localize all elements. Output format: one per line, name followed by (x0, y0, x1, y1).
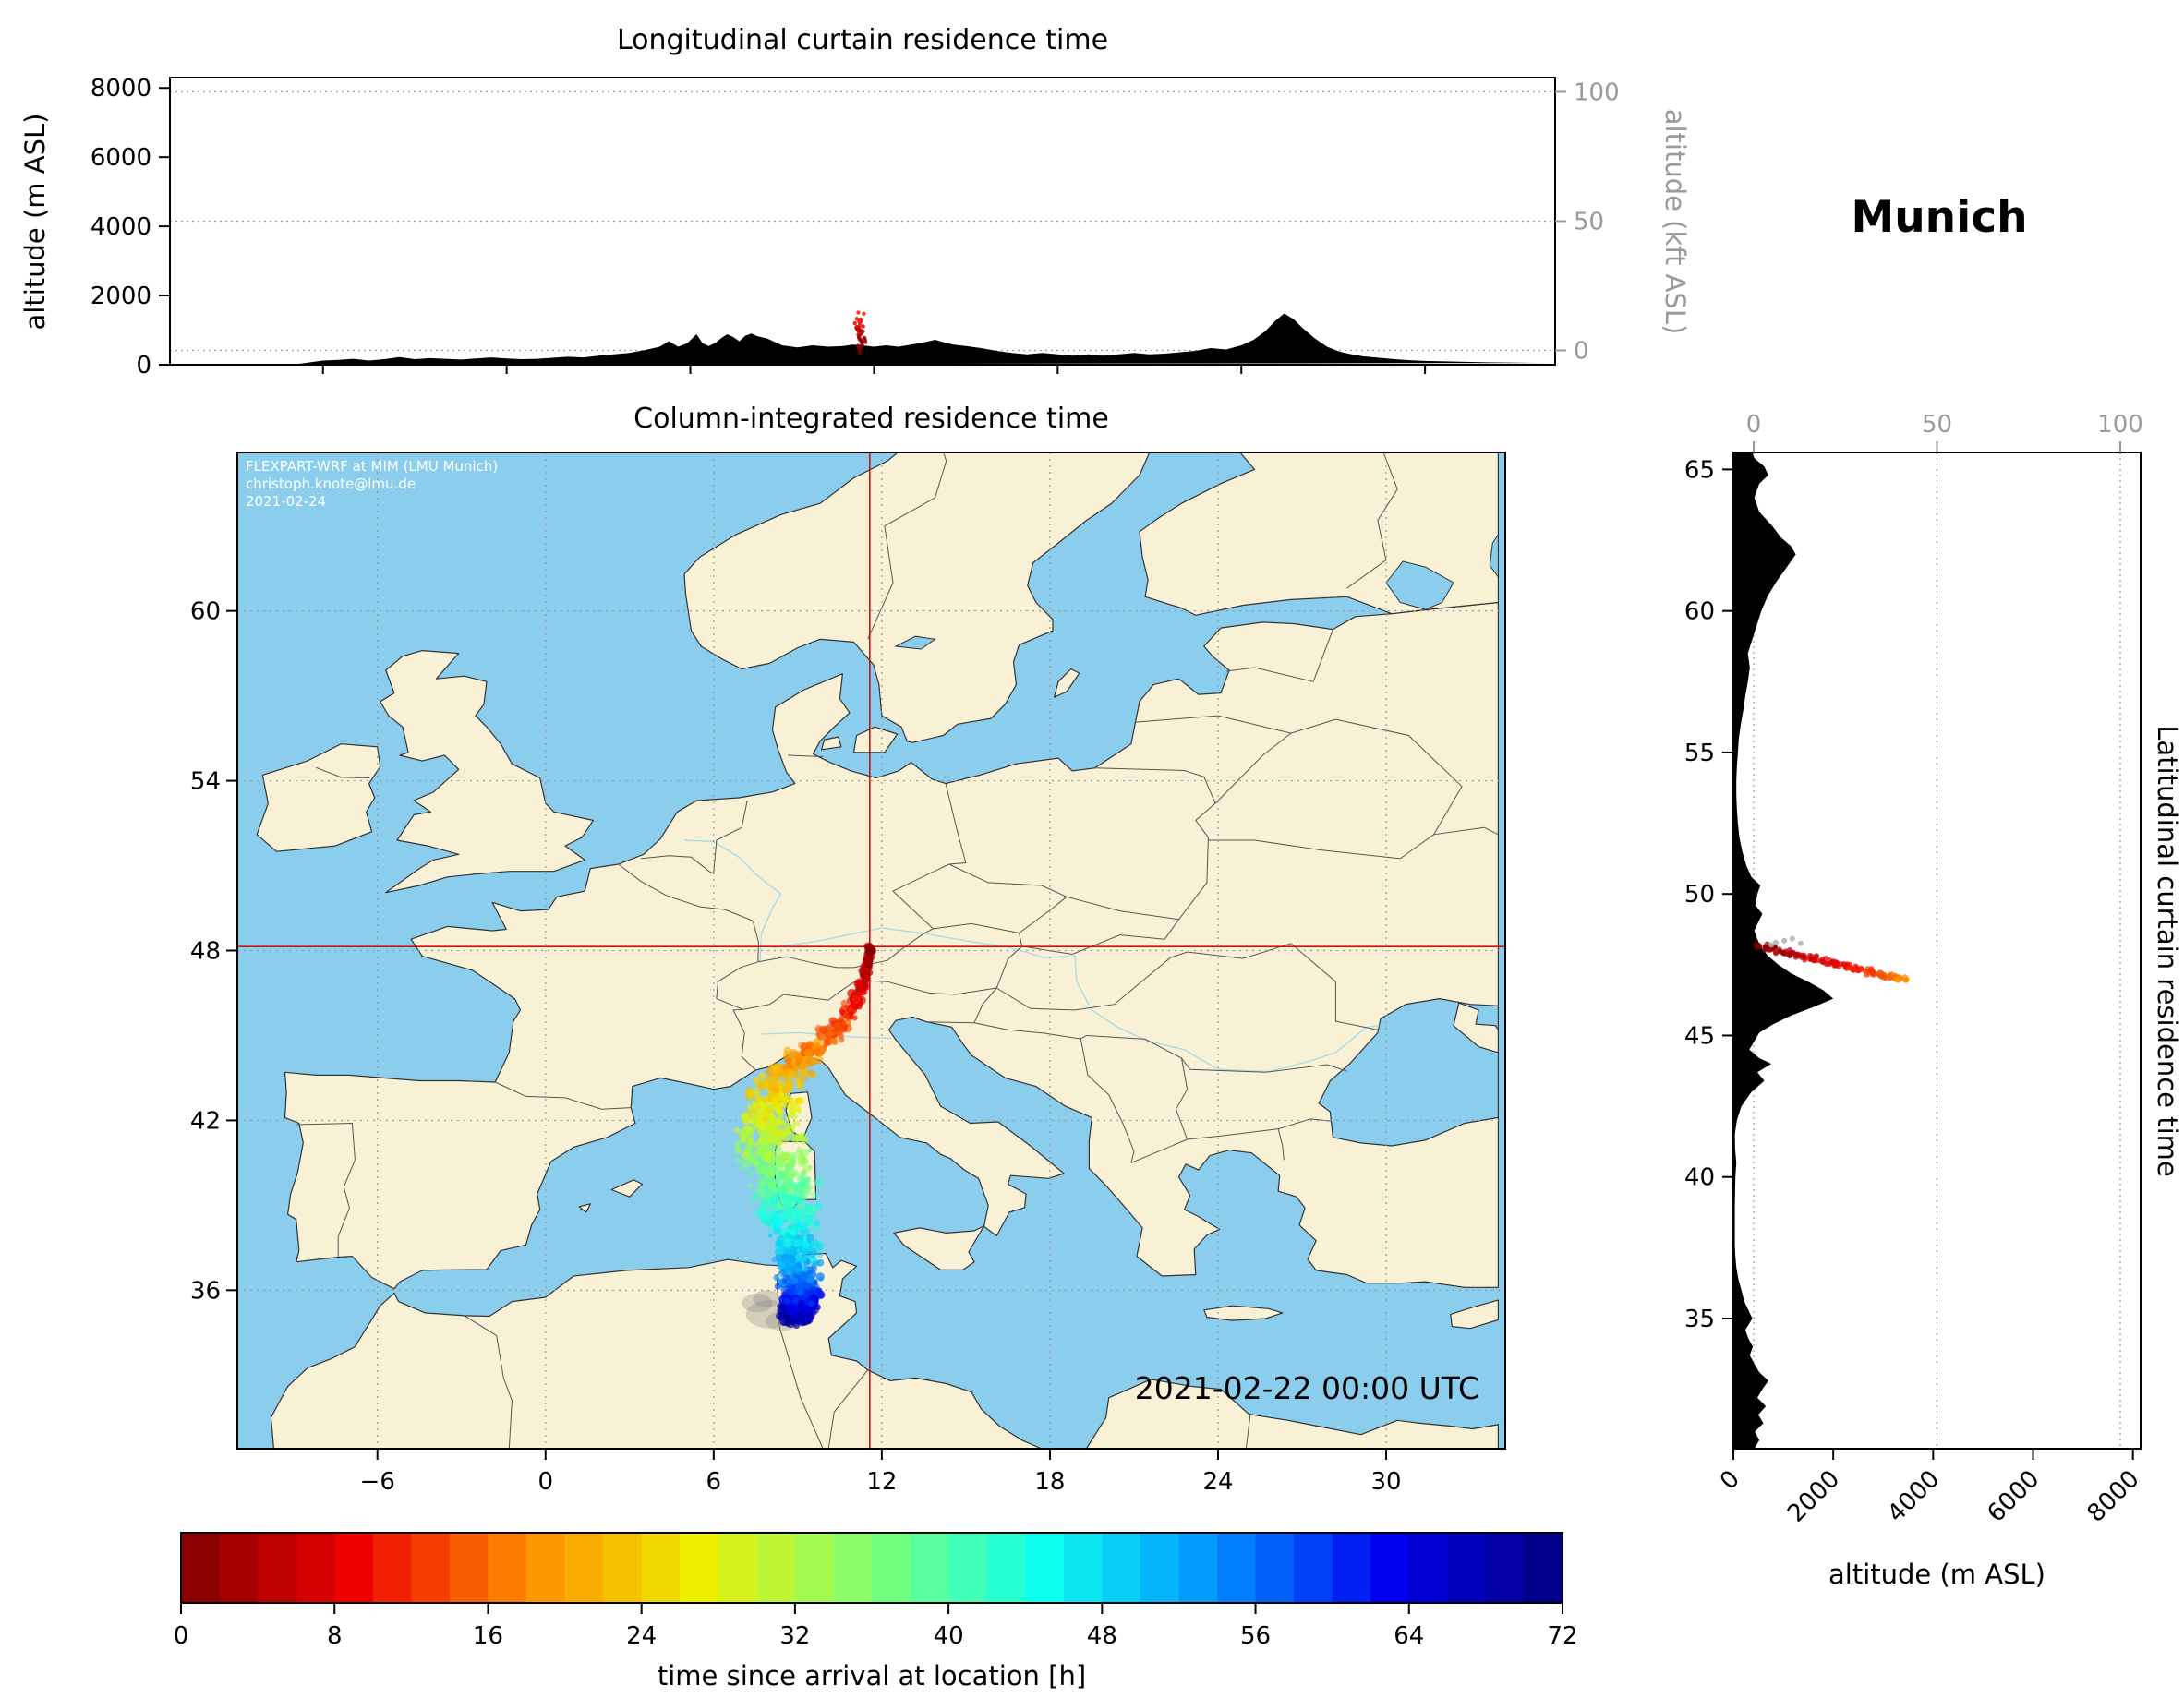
svg-text:8: 8 (327, 1622, 343, 1650)
location-title: Munich (1851, 192, 2028, 243)
svg-text:24: 24 (1202, 1468, 1233, 1496)
svg-text:48: 48 (190, 938, 221, 966)
svg-text:36: 36 (190, 1277, 221, 1305)
svg-text:55: 55 (1684, 740, 1715, 767)
svg-text:12: 12 (866, 1468, 897, 1496)
svg-text:8000: 8000 (2082, 1465, 2145, 1528)
svg-text:40: 40 (1684, 1164, 1715, 1192)
svg-text:60: 60 (1684, 598, 1715, 626)
longitudinal-curtain-title: Longitudinal curtain residence time (616, 24, 1109, 56)
svg-text:2000: 2000 (90, 283, 151, 310)
svg-text:50: 50 (1922, 411, 1952, 439)
colorbar: 0 8 16 24 32 40 48 56 64 72 (174, 1532, 1578, 1650)
map-panel: −6 0 6 12 18 24 30 36 42 48 54 60 (190, 452, 1506, 1496)
svg-text:8000: 8000 (90, 75, 151, 102)
svg-text:32: 32 (779, 1622, 810, 1650)
svg-text:6000: 6000 (90, 144, 151, 172)
svg-text:40: 40 (934, 1622, 964, 1650)
svg-text:0: 0 (1715, 1465, 1745, 1496)
svg-text:24: 24 (626, 1622, 657, 1650)
watermark: FLEXPART-WRF at MIM (LMU Munich) christo… (246, 458, 498, 511)
watermark-line-2: christoph.knote@lmu.de (246, 476, 416, 492)
svg-text:6000: 6000 (1982, 1465, 2045, 1528)
timestamp-label: 2021-02-22 00:00 UTC (1134, 1370, 1479, 1406)
svg-text:0: 0 (136, 352, 151, 379)
svg-text:−6: −6 (360, 1468, 395, 1496)
svg-text:65: 65 (1684, 456, 1715, 484)
svg-text:60: 60 (190, 598, 221, 626)
svg-text:0: 0 (537, 1468, 553, 1496)
svg-text:18: 18 (1034, 1468, 1065, 1496)
colorbar-label: time since arrival at location [h] (657, 1660, 1087, 1692)
svg-text:4000: 4000 (90, 213, 151, 241)
svg-text:0: 0 (1574, 338, 1589, 366)
svg-text:35: 35 (1684, 1306, 1715, 1333)
svg-text:6: 6 (706, 1468, 722, 1496)
svg-text:42: 42 (190, 1107, 221, 1135)
svg-text:50: 50 (1684, 881, 1715, 909)
map-layers (237, 452, 1505, 1449)
altitude-m-axis-label: altitude (m ASL) (19, 113, 51, 331)
svg-text:72: 72 (1547, 1622, 1577, 1650)
longitudinal-curtain-panel: 0 2000 4000 6000 8000 0 50 100 (90, 75, 1620, 379)
svg-text:56: 56 (1240, 1622, 1271, 1650)
svg-text:2000: 2000 (1782, 1465, 1845, 1528)
svg-text:64: 64 (1394, 1622, 1424, 1650)
svg-text:45: 45 (1684, 1022, 1715, 1050)
svg-text:4000: 4000 (1882, 1465, 1945, 1528)
latitudinal-curtain-title: Latitudinal curtain residence time (2152, 725, 2183, 1177)
svg-text:0: 0 (1746, 411, 1762, 439)
svg-text:48: 48 (1087, 1622, 1117, 1650)
latitudinal-curtain-panel: 35 40 45 50 55 60 65 0 2000 4000 6000 8000 0 50 100 (1684, 411, 2145, 1528)
watermark-line-1: FLEXPART-WRF at MIM (LMU Munich) (246, 458, 499, 475)
svg-text:54: 54 (190, 768, 221, 796)
right-panel-altitude-axis-label: altitude (m ASL) (1828, 1559, 2045, 1590)
svg-text:0: 0 (174, 1622, 189, 1650)
svg-text:100: 100 (1574, 79, 1620, 107)
svg-text:100: 100 (2097, 411, 2143, 439)
svg-text:50: 50 (1574, 209, 1604, 236)
svg-text:16: 16 (473, 1622, 503, 1650)
svg-text:30: 30 (1370, 1468, 1401, 1496)
map-title: Column-integrated residence time (633, 403, 1109, 435)
altitude-kft-axis-label: altitude (kft ASL) (1659, 108, 1691, 335)
watermark-line-3: 2021-02-24 (246, 493, 327, 510)
